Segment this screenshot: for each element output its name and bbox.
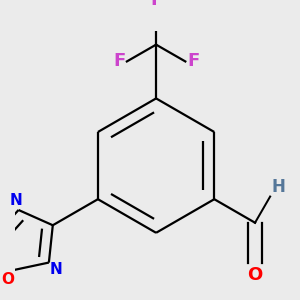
Text: F: F — [113, 52, 125, 70]
Text: O: O — [248, 266, 263, 284]
Text: F: F — [150, 0, 162, 9]
Text: N: N — [10, 193, 23, 208]
Text: O: O — [2, 272, 15, 287]
Text: H: H — [272, 178, 286, 196]
Text: F: F — [187, 52, 199, 70]
Text: N: N — [50, 262, 63, 277]
